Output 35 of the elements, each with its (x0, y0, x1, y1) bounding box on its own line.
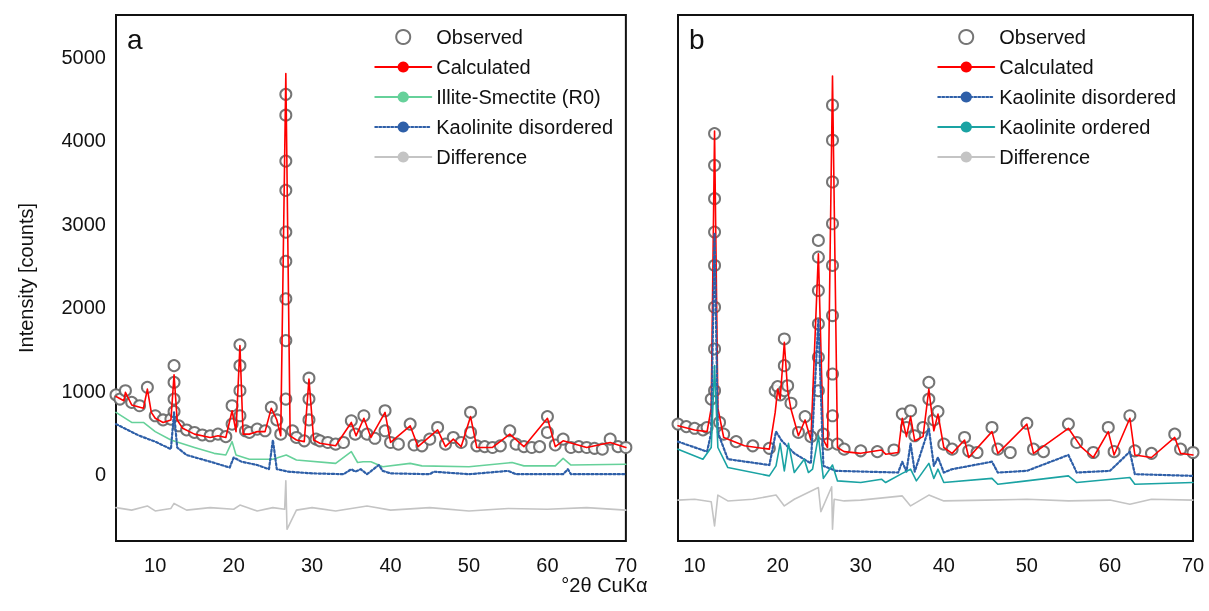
x-tick-label: 50 (1015, 554, 1038, 576)
y-tick-label: 2000 (61, 296, 106, 319)
x-axis-title: °2θ CuKα (561, 574, 648, 596)
chart-title: a (127, 23, 143, 55)
legend-label: Kaolinite ordered (999, 116, 1151, 138)
legend-label: Difference (999, 146, 1091, 168)
legend-label: Kaolinite disordered (436, 116, 613, 138)
legend-label: Difference (436, 146, 528, 168)
x-tick-label: 10 (683, 554, 706, 576)
x-tick-label: 20 (222, 554, 245, 576)
x-tick-label: 40 (379, 554, 402, 576)
x-tick-label: 40 (932, 554, 955, 576)
x-tick-label: 30 (849, 554, 872, 576)
line-series (115, 480, 627, 531)
legend-label: Observed (436, 26, 523, 48)
y-tick-label: 4000 (61, 129, 106, 152)
x-tick-label: 20 (766, 554, 789, 576)
x-tick-label: 60 (536, 554, 559, 576)
x-tick-label: 60 (1098, 554, 1122, 576)
y-tick-label: 5000 (61, 45, 106, 68)
y-axis-title: Intensity [counts] (15, 202, 37, 354)
x-tick-label: 70 (1181, 554, 1205, 576)
x-tick-label: 50 (457, 554, 481, 576)
x-tick-label: 10 (144, 554, 167, 576)
legend-label: Kaolinite disordered (999, 86, 1176, 108)
legend-label: Observed (999, 26, 1086, 48)
legend-label: Illite-Smectite (R0) (436, 86, 601, 108)
legend-label: Calculated (436, 56, 531, 78)
x-tick-label: 30 (300, 554, 324, 576)
chart-title: b (689, 23, 705, 55)
y-tick-label: 3000 (61, 212, 106, 235)
x-tick-label: 70 (614, 554, 637, 576)
legend-label: Calculated (999, 56, 1094, 78)
y-tick-label: 1000 (61, 379, 106, 402)
y-tick-label: 0 (94, 463, 106, 486)
